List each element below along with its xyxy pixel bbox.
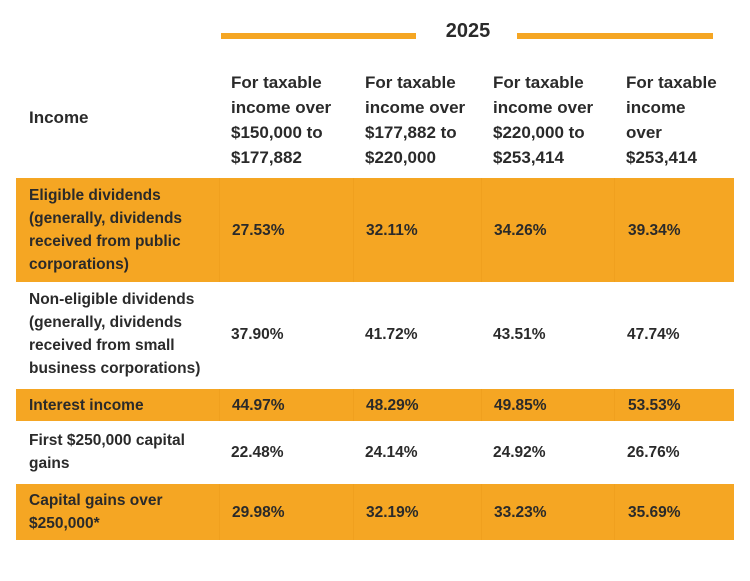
rate-cell: 29.98%: [219, 484, 353, 540]
header-line: over: [626, 123, 662, 142]
rate-cell: 41.72%: [365, 325, 418, 343]
year-bar-right: [517, 33, 713, 39]
rate-cell: 35.69%: [614, 484, 734, 540]
rate-cell: 22.48%: [231, 443, 284, 461]
row-label: First $250,000 capital gains: [29, 432, 185, 472]
header-line: $177,882: [231, 148, 302, 167]
rate-cell: 39.34%: [614, 178, 734, 282]
rate-cell: 32.19%: [353, 484, 481, 540]
header-line: For taxable: [493, 73, 584, 92]
table-row: Non-eligible dividends (generally, divid…: [16, 282, 734, 386]
rate-cell: 33.23%: [481, 484, 614, 540]
header-line: $220,000: [365, 148, 436, 167]
rate-cell: 37.90%: [231, 325, 284, 343]
rate-cell: 44.97%: [219, 389, 353, 421]
header-line: For taxable: [365, 73, 456, 92]
year-bar-left: [221, 33, 416, 39]
rate-cell: 43.51%: [493, 325, 546, 343]
row-label: Interest income: [29, 396, 144, 414]
row-label: Eligible dividends (generally, dividends…: [29, 187, 183, 273]
header-line: $177,882 to: [365, 123, 457, 142]
header-line: $253,414: [493, 148, 564, 167]
table-row: Capital gains over $250,000* 29.98% 32.19%…: [16, 484, 734, 540]
bracket-column-header: For taxable income over $150,000 to $177,88…: [231, 70, 331, 170]
header-line: income over: [493, 98, 594, 117]
rate-cell: 24.92%: [493, 443, 546, 461]
header-line: For taxable: [231, 73, 322, 92]
bracket-column-header: For taxable income over $177,882 to $220,00…: [365, 70, 465, 170]
rate-cell: 26.76%: [627, 443, 680, 461]
table-row: Interest income 44.97% 48.29% 49.85% 53.53%: [16, 389, 734, 421]
bracket-column-header: For taxable income over $253,414: [626, 70, 717, 170]
header-line: $253,414: [626, 148, 697, 167]
income-column-header: Income: [29, 108, 89, 127]
table-row: First $250,000 capital gains 22.48% 24.14%…: [16, 421, 734, 483]
row-label: Capital gains over $250,000*: [29, 492, 163, 532]
rate-cell: 53.53%: [614, 389, 734, 421]
bracket-column-header: For taxable income over $220,000 to $253,41…: [493, 70, 593, 170]
table-row: Eligible dividends (generally, dividends…: [16, 178, 734, 282]
rate-cell: 49.85%: [481, 389, 614, 421]
rate-cell: 24.14%: [365, 443, 418, 461]
header-line: For taxable: [626, 73, 717, 92]
header-line: income over: [231, 98, 332, 117]
rate-cell: 27.53%: [219, 178, 353, 282]
header-line: $150,000 to: [231, 123, 323, 142]
rate-cell: 47.74%: [627, 325, 680, 343]
header-line: income over: [365, 98, 466, 117]
header-line: $220,000 to: [493, 123, 585, 142]
year-heading: 2025: [445, 20, 491, 42]
rate-cell: 48.29%: [353, 389, 481, 421]
row-label: Non-eligible dividends (generally, divid…: [29, 291, 201, 377]
rate-cell: 32.11%: [353, 178, 481, 282]
header-line: income: [626, 98, 686, 117]
rate-cell: 34.26%: [481, 178, 614, 282]
